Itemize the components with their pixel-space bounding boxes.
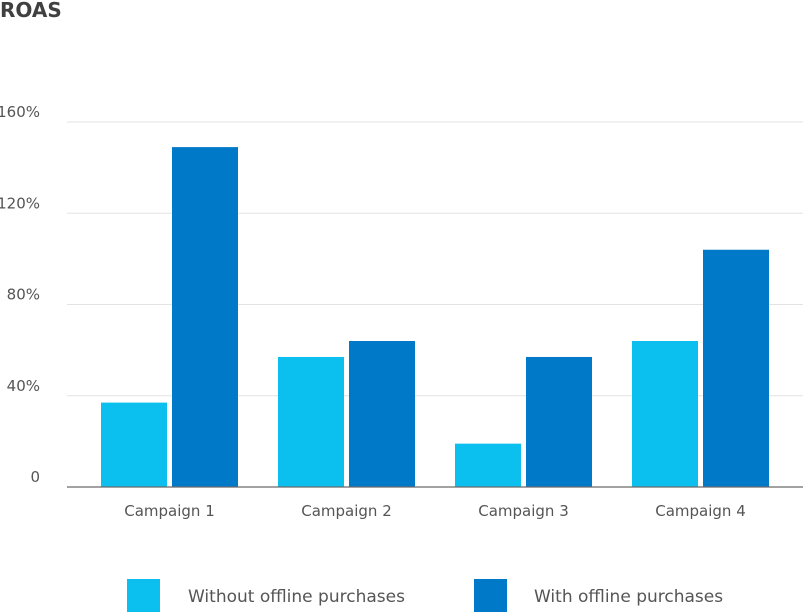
bars-layer — [101, 147, 769, 487]
y-tick-label: 120% — [0, 194, 40, 212]
legend-swatch-with-offline — [474, 579, 507, 612]
bar-with-offline-4 — [703, 249, 769, 487]
legend-swatch-without-offline — [127, 579, 160, 612]
y-tick-label: 0 — [30, 468, 40, 486]
chart-legend: Without offline purchases With offline p… — [127, 579, 723, 612]
bar-without-offline-2 — [278, 356, 344, 487]
x-axis-tick-labels: Campaign 1 Campaign 2 Campaign 3 Campaign 4 — [124, 502, 746, 520]
bar-with-offline-2 — [349, 341, 415, 487]
x-tick-label: Campaign 2 — [301, 502, 392, 520]
y-tick-label: 40% — [7, 377, 40, 395]
x-tick-label: Campaign 1 — [124, 502, 215, 520]
x-tick-label: Campaign 3 — [478, 502, 569, 520]
y-axis-tick-labels: 0 40% 80% 120% 160% — [0, 103, 40, 486]
bar-without-offline-4 — [632, 341, 698, 487]
bar-with-offline-1 — [172, 147, 238, 487]
y-tick-label: 160% — [0, 103, 40, 121]
chart-title: ROAS — [0, 0, 62, 22]
legend-label-with-offline: With offline purchases — [534, 587, 723, 607]
bar-without-offline-3 — [455, 443, 521, 487]
bar-with-offline-3 — [526, 356, 592, 487]
bar-without-offline-1 — [101, 402, 167, 487]
x-tick-label: Campaign 4 — [655, 502, 746, 520]
y-tick-label: 80% — [7, 286, 40, 304]
legend-label-without-offline: Without offline purchases — [188, 587, 405, 607]
